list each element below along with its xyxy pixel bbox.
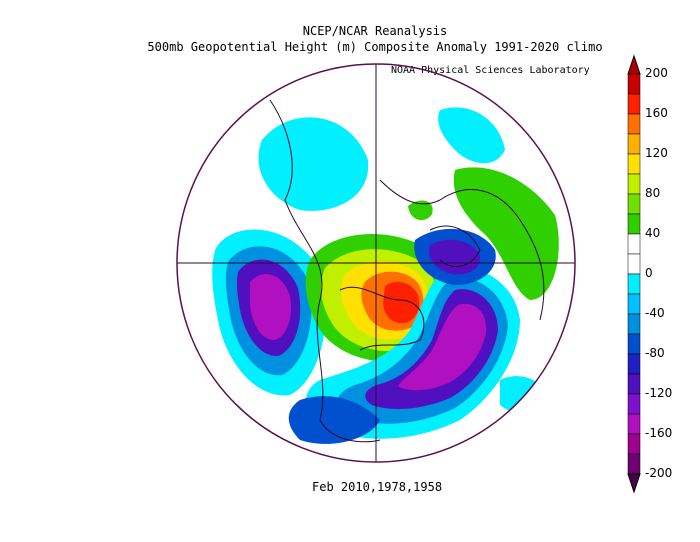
colorbar-tick-label: 40 xyxy=(645,226,661,240)
map-title: NCEP/NCAR Reanalysis xyxy=(302,24,448,38)
colorbar-segment xyxy=(627,373,641,395)
credit-label: NOAA Physical Sciences Laboratory xyxy=(391,65,590,76)
colorbar-segment xyxy=(627,293,641,315)
colorbar-tick-label: -200 xyxy=(645,466,673,480)
globe-outline xyxy=(176,63,576,463)
colorbar-segment xyxy=(627,433,641,455)
colorbar-tick-label: 200 xyxy=(645,66,668,80)
colorbar-segment xyxy=(627,213,641,235)
colorbar-segment xyxy=(627,413,641,435)
map-subtitle: 500mb Geopotential Height (m) Composite … xyxy=(147,40,603,54)
colorbar-segment xyxy=(627,333,641,355)
colorbar-top-arrow xyxy=(627,54,641,75)
colorbar-segment xyxy=(627,73,641,95)
colorbar-segment xyxy=(627,153,641,175)
colorbar-segment xyxy=(627,253,641,275)
colorbar-segment xyxy=(627,93,641,115)
colorbar-segment xyxy=(627,353,641,375)
colorbar-segment xyxy=(627,273,641,295)
colorbar-tick-label: 120 xyxy=(645,146,668,160)
colorbar-tick-label: -40 xyxy=(645,306,665,320)
colorbar-segment xyxy=(627,113,641,135)
colorbar-segment xyxy=(627,193,641,215)
colorbar-segment xyxy=(627,453,641,475)
colorbar-tick-label: 0 xyxy=(645,266,653,280)
colorbar-tick-label: 80 xyxy=(645,186,661,200)
colorbar-segment xyxy=(627,393,641,415)
colorbar-tick-label: -80 xyxy=(645,346,665,360)
colorbar-bottom-arrow xyxy=(627,473,641,494)
colorbar-segment xyxy=(627,173,641,195)
date-footer: Feb 2010,1978,1958 xyxy=(312,480,443,494)
coastlines xyxy=(269,99,545,443)
colorbar-tick-label: -120 xyxy=(645,386,673,400)
colorbar-segment xyxy=(627,313,641,335)
colorbar-tick-label: 160 xyxy=(645,106,668,120)
colorbar-segment xyxy=(627,133,641,155)
colorbar-segment xyxy=(627,233,641,255)
colorbar-tick-label: -160 xyxy=(645,426,673,440)
anomaly-field xyxy=(212,107,559,444)
